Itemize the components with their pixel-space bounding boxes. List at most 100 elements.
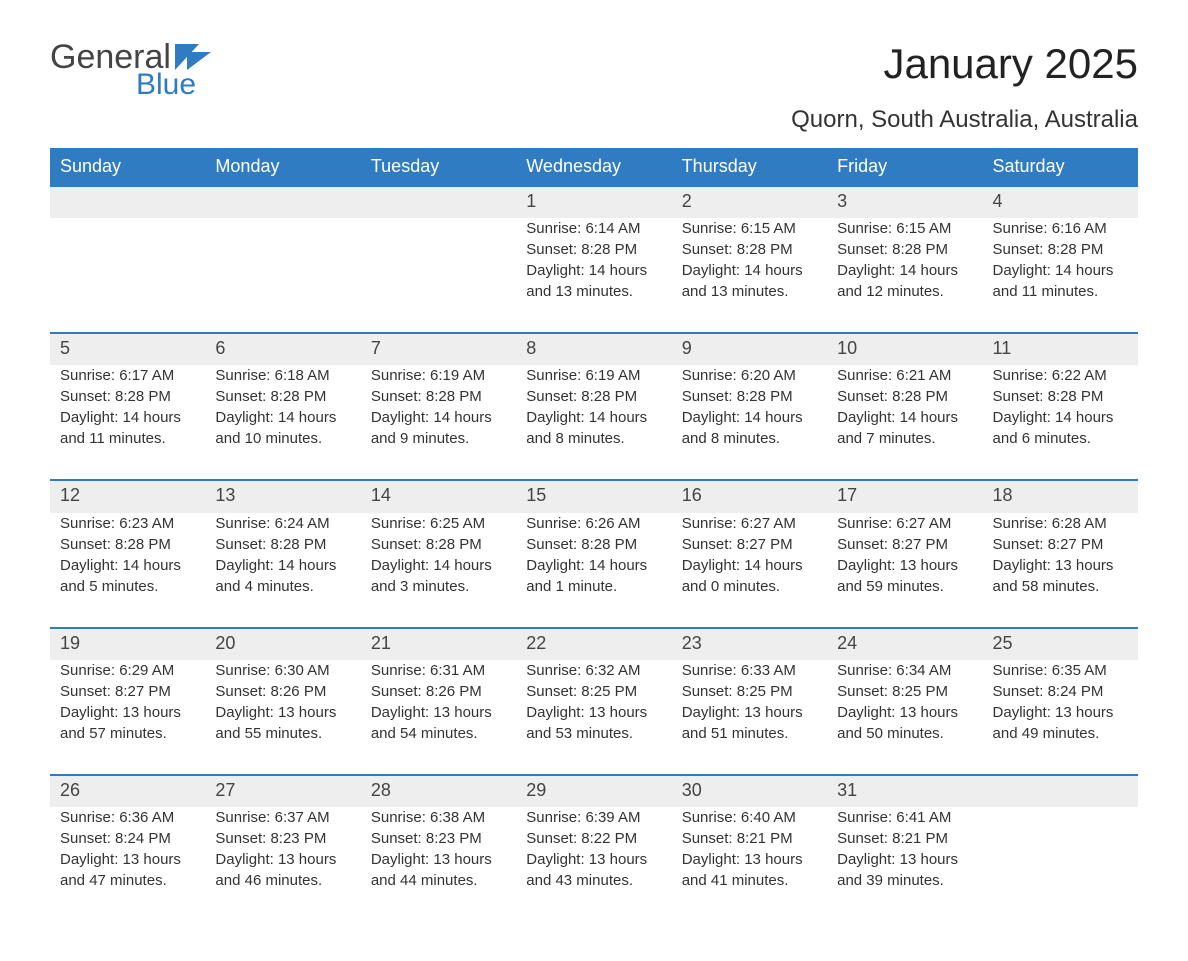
sunrise-line: Sunrise: 6:22 AM <box>993 365 1128 386</box>
day-detail-cell: Sunrise: 6:41 AMSunset: 8:21 PMDaylight:… <box>827 807 982 921</box>
sunset-line: Sunset: 8:27 PM <box>837 534 972 555</box>
sunset-line: Sunset: 8:27 PM <box>682 534 817 555</box>
day-detail-cell: Sunrise: 6:33 AMSunset: 8:25 PMDaylight:… <box>672 660 827 775</box>
day-number-cell: 4 <box>983 186 1138 218</box>
daylight-line: Daylight: 14 hours and 6 minutes. <box>993 407 1128 449</box>
day-detail-cell: Sunrise: 6:22 AMSunset: 8:28 PMDaylight:… <box>983 365 1138 480</box>
sunset-line: Sunset: 8:28 PM <box>215 534 350 555</box>
day-number-cell: 2 <box>672 186 827 218</box>
weekday-header: Thursday <box>672 148 827 186</box>
sunset-line: Sunset: 8:28 PM <box>837 239 972 260</box>
day-detail-cell: Sunrise: 6:20 AMSunset: 8:28 PMDaylight:… <box>672 365 827 480</box>
week-detail-row: Sunrise: 6:17 AMSunset: 8:28 PMDaylight:… <box>50 365 1138 480</box>
day-number-cell: 29 <box>516 775 671 807</box>
sunrise-line: Sunrise: 6:39 AM <box>526 807 661 828</box>
sunset-line: Sunset: 8:25 PM <box>837 681 972 702</box>
calendar-header: SundayMondayTuesdayWednesdayThursdayFrid… <box>50 148 1138 186</box>
daylight-line: Daylight: 13 hours and 51 minutes. <box>682 702 817 744</box>
sunrise-line: Sunrise: 6:16 AM <box>993 218 1128 239</box>
daylight-line: Daylight: 14 hours and 13 minutes. <box>526 260 661 302</box>
daylight-line: Daylight: 13 hours and 53 minutes. <box>526 702 661 744</box>
week-daynum-row: 19202122232425 <box>50 628 1138 660</box>
sunrise-line: Sunrise: 6:37 AM <box>215 807 350 828</box>
day-number-cell <box>50 186 205 218</box>
sunset-line: Sunset: 8:24 PM <box>60 828 195 849</box>
daylight-line: Daylight: 14 hours and 0 minutes. <box>682 555 817 597</box>
sunrise-line: Sunrise: 6:17 AM <box>60 365 195 386</box>
sunset-line: Sunset: 8:28 PM <box>993 239 1128 260</box>
week-daynum-row: 262728293031 <box>50 775 1138 807</box>
day-detail-cell: Sunrise: 6:32 AMSunset: 8:25 PMDaylight:… <box>516 660 671 775</box>
day-detail-cell: Sunrise: 6:30 AMSunset: 8:26 PMDaylight:… <box>205 660 360 775</box>
day-detail-cell: Sunrise: 6:27 AMSunset: 8:27 PMDaylight:… <box>827 513 982 628</box>
day-number-cell: 9 <box>672 333 827 365</box>
day-detail-cell: Sunrise: 6:14 AMSunset: 8:28 PMDaylight:… <box>516 218 671 333</box>
day-detail-cell: Sunrise: 6:37 AMSunset: 8:23 PMDaylight:… <box>205 807 360 921</box>
sunset-line: Sunset: 8:26 PM <box>371 681 506 702</box>
daylight-line: Daylight: 14 hours and 8 minutes. <box>526 407 661 449</box>
daylight-line: Daylight: 13 hours and 39 minutes. <box>837 849 972 891</box>
sunset-line: Sunset: 8:28 PM <box>682 239 817 260</box>
sunrise-line: Sunrise: 6:35 AM <box>993 660 1128 681</box>
sunset-line: Sunset: 8:27 PM <box>60 681 195 702</box>
day-detail-cell: Sunrise: 6:17 AMSunset: 8:28 PMDaylight:… <box>50 365 205 480</box>
logo: General Blue <box>50 40 211 100</box>
sunset-line: Sunset: 8:28 PM <box>60 386 195 407</box>
day-detail-cell: Sunrise: 6:15 AMSunset: 8:28 PMDaylight:… <box>827 218 982 333</box>
sunset-line: Sunset: 8:28 PM <box>993 386 1128 407</box>
day-number-cell: 16 <box>672 480 827 512</box>
day-number-cell: 8 <box>516 333 671 365</box>
day-number-cell: 12 <box>50 480 205 512</box>
day-number-cell: 5 <box>50 333 205 365</box>
sunset-line: Sunset: 8:21 PM <box>682 828 817 849</box>
sunset-line: Sunset: 8:28 PM <box>682 386 817 407</box>
daylight-line: Daylight: 14 hours and 11 minutes. <box>993 260 1128 302</box>
day-number-cell: 15 <box>516 480 671 512</box>
day-number-cell: 22 <box>516 628 671 660</box>
day-number-cell: 3 <box>827 186 982 218</box>
day-number-cell: 17 <box>827 480 982 512</box>
sunset-line: Sunset: 8:22 PM <box>526 828 661 849</box>
sunset-line: Sunset: 8:28 PM <box>526 534 661 555</box>
day-detail-cell: Sunrise: 6:28 AMSunset: 8:27 PMDaylight:… <box>983 513 1138 628</box>
daylight-line: Daylight: 14 hours and 9 minutes. <box>371 407 506 449</box>
day-detail-cell <box>983 807 1138 921</box>
sunset-line: Sunset: 8:28 PM <box>371 534 506 555</box>
daylight-line: Daylight: 13 hours and 44 minutes. <box>371 849 506 891</box>
day-detail-cell <box>205 218 360 333</box>
day-number-cell: 6 <box>205 333 360 365</box>
sunrise-line: Sunrise: 6:18 AM <box>215 365 350 386</box>
weekday-header: Friday <box>827 148 982 186</box>
daylight-line: Daylight: 13 hours and 57 minutes. <box>60 702 195 744</box>
week-daynum-row: 1234 <box>50 186 1138 218</box>
day-number-cell: 18 <box>983 480 1138 512</box>
day-number-cell: 26 <box>50 775 205 807</box>
sunrise-line: Sunrise: 6:25 AM <box>371 513 506 534</box>
logo-text-blue: Blue <box>136 70 196 100</box>
daylight-line: Daylight: 13 hours and 58 minutes. <box>993 555 1128 597</box>
daylight-line: Daylight: 13 hours and 49 minutes. <box>993 702 1128 744</box>
week-detail-row: Sunrise: 6:23 AMSunset: 8:28 PMDaylight:… <box>50 513 1138 628</box>
header: General Blue January 2025 <box>50 40 1138 100</box>
sunset-line: Sunset: 8:28 PM <box>371 386 506 407</box>
day-number-cell: 30 <box>672 775 827 807</box>
sunrise-line: Sunrise: 6:38 AM <box>371 807 506 828</box>
day-number-cell: 27 <box>205 775 360 807</box>
sunset-line: Sunset: 8:28 PM <box>60 534 195 555</box>
page-title: January 2025 <box>883 40 1138 88</box>
day-number-cell: 11 <box>983 333 1138 365</box>
sunset-line: Sunset: 8:28 PM <box>837 386 972 407</box>
sunrise-line: Sunrise: 6:40 AM <box>682 807 817 828</box>
day-detail-cell: Sunrise: 6:23 AMSunset: 8:28 PMDaylight:… <box>50 513 205 628</box>
day-detail-cell: Sunrise: 6:36 AMSunset: 8:24 PMDaylight:… <box>50 807 205 921</box>
day-detail-cell: Sunrise: 6:21 AMSunset: 8:28 PMDaylight:… <box>827 365 982 480</box>
location-label: Quorn, South Australia, Australia <box>50 106 1138 134</box>
day-detail-cell: Sunrise: 6:35 AMSunset: 8:24 PMDaylight:… <box>983 660 1138 775</box>
day-detail-cell: Sunrise: 6:16 AMSunset: 8:28 PMDaylight:… <box>983 218 1138 333</box>
sunrise-line: Sunrise: 6:33 AM <box>682 660 817 681</box>
day-number-cell: 23 <box>672 628 827 660</box>
day-number-cell <box>361 186 516 218</box>
weekday-header: Wednesday <box>516 148 671 186</box>
sunset-line: Sunset: 8:23 PM <box>371 828 506 849</box>
daylight-line: Daylight: 13 hours and 46 minutes. <box>215 849 350 891</box>
